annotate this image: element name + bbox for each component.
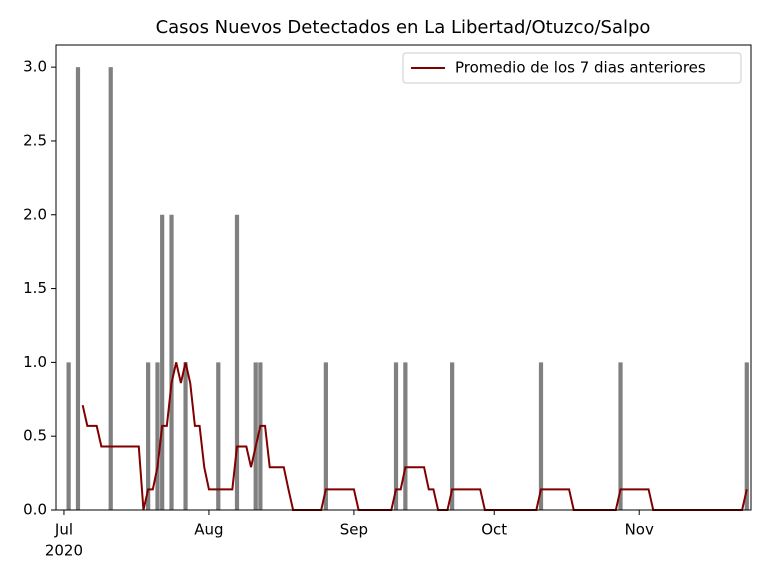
bar xyxy=(323,362,328,510)
bar xyxy=(450,362,455,510)
bar xyxy=(183,362,188,510)
bar xyxy=(75,67,81,511)
bar xyxy=(403,362,408,510)
bar xyxy=(66,362,71,510)
bar xyxy=(216,362,221,510)
x-tick-label: Nov xyxy=(625,521,654,539)
bar xyxy=(538,362,544,510)
bar xyxy=(258,362,263,510)
bar xyxy=(744,362,749,510)
y-tick-label: 0.5 xyxy=(23,427,47,445)
x-tick-label: Jul xyxy=(54,521,73,539)
legend-label: Promedio de los 7 dias anteriores xyxy=(455,59,706,77)
x-tick-label: Oct xyxy=(481,521,507,539)
legend-box xyxy=(402,52,742,84)
y-tick-label: 0.0 xyxy=(23,501,47,519)
plot-frame xyxy=(55,44,752,511)
bar xyxy=(155,362,160,510)
y-tick-label: 2.5 xyxy=(23,131,47,149)
y-tick-label: 1.0 xyxy=(23,353,47,371)
bar xyxy=(160,214,165,510)
bar xyxy=(146,362,151,510)
y-tick-label: 1.5 xyxy=(23,279,47,297)
bar xyxy=(108,67,113,511)
x-tick-label: Aug xyxy=(194,521,223,539)
line xyxy=(81,362,748,511)
bar xyxy=(618,362,623,510)
year-label: 2020 xyxy=(45,542,83,560)
y-tick-label: 3.0 xyxy=(23,58,47,76)
y-tick-label: 2.0 xyxy=(23,205,47,223)
bar xyxy=(169,214,174,510)
chart-title: Casos Nuevos Detectados en La Libertad/O… xyxy=(156,17,651,38)
x-tick-label: Sep xyxy=(340,521,368,539)
bar xyxy=(253,362,258,510)
bar xyxy=(393,362,399,510)
bar xyxy=(234,214,240,510)
